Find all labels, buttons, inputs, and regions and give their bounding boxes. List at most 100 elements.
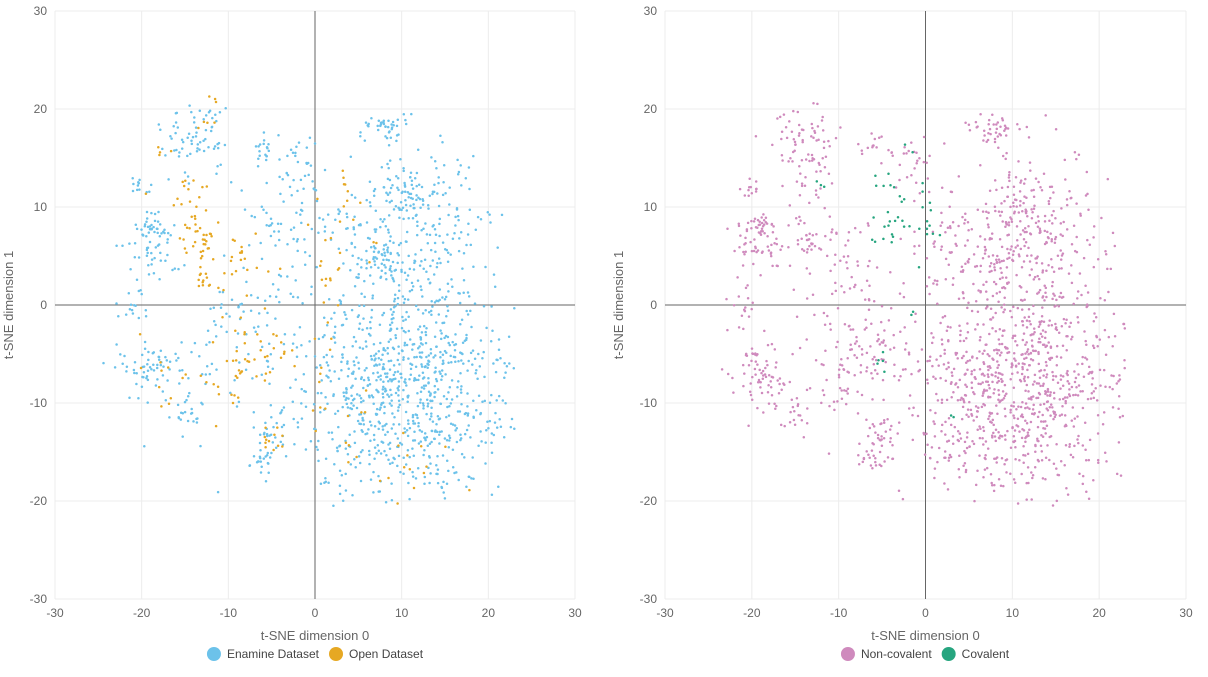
data-point [930, 341, 934, 345]
data-point [1047, 202, 1051, 206]
data-point [964, 383, 967, 387]
data-point [145, 254, 149, 257]
data-point [187, 377, 190, 380]
data-point [154, 246, 158, 249]
data-point [267, 342, 271, 345]
data-point [988, 387, 991, 390]
data-point [754, 352, 757, 355]
data-point [490, 393, 493, 397]
data-point [886, 210, 890, 214]
data-point [445, 482, 449, 486]
legend-label-open[interactable]: Open Dataset [349, 647, 424, 661]
data-point [282, 406, 286, 409]
data-point [161, 374, 165, 377]
legend-marker-open[interactable] [329, 647, 344, 661]
data-point [216, 142, 219, 146]
data-point [871, 398, 874, 401]
data-point [419, 440, 423, 443]
data-point [1123, 366, 1126, 370]
data-point [465, 336, 468, 340]
data-point [421, 203, 425, 206]
data-point [887, 319, 891, 322]
data-point [802, 249, 806, 253]
data-point [137, 181, 140, 184]
data-point [1024, 208, 1027, 211]
data-point [356, 315, 360, 319]
data-point [1003, 394, 1007, 398]
data-point [795, 396, 799, 400]
data-point [976, 245, 980, 248]
data-point [452, 355, 456, 359]
data-point [1068, 388, 1071, 391]
legend-marker-covalent[interactable] [941, 647, 956, 661]
data-point [346, 374, 350, 378]
data-point [925, 232, 929, 236]
data-point [408, 267, 412, 271]
data-point [1059, 387, 1062, 390]
data-point [357, 327, 361, 331]
data-point [135, 188, 139, 192]
data-point [757, 378, 761, 382]
legend-label-noncovalent[interactable]: Non-covalent [861, 647, 932, 661]
data-point [373, 354, 376, 357]
data-point [459, 230, 463, 234]
data-point [897, 489, 901, 492]
data-point [296, 160, 300, 164]
data-point [410, 112, 413, 116]
data-point [490, 493, 494, 496]
data-point [1057, 267, 1061, 270]
data-point [821, 115, 824, 119]
data-point [272, 347, 276, 350]
data-point [981, 372, 985, 376]
data-point [825, 254, 829, 258]
data-point [460, 385, 463, 388]
data-point [185, 226, 189, 229]
data-point [884, 344, 887, 347]
data-point [808, 272, 812, 275]
data-point [495, 399, 498, 402]
data-point [131, 312, 135, 315]
data-point [401, 261, 404, 264]
data-point [944, 230, 947, 234]
data-point [1026, 431, 1030, 434]
data-point [193, 214, 197, 218]
data-point [751, 375, 754, 379]
data-point [880, 435, 883, 438]
data-point [1109, 267, 1113, 271]
legend-label-covalent[interactable]: Covalent [962, 647, 1010, 661]
data-point [281, 445, 284, 448]
data-point [443, 336, 446, 340]
data-point [1081, 482, 1085, 486]
data-point [846, 387, 850, 391]
data-point [797, 222, 800, 226]
data-point [386, 193, 390, 196]
data-point [798, 215, 801, 219]
data-point [217, 286, 220, 290]
legend-marker-noncovalent[interactable] [840, 647, 855, 661]
data-point [876, 362, 879, 365]
data-point [271, 282, 275, 286]
data-point [869, 464, 873, 467]
data-point [743, 372, 746, 375]
x-tick-label: 30 [1179, 606, 1193, 620]
data-point [882, 237, 885, 241]
legend-label-enamine[interactable]: Enamine Dataset [227, 647, 320, 661]
data-point [295, 240, 299, 243]
data-point [365, 262, 369, 265]
data-point [362, 378, 366, 382]
data-point [480, 440, 483, 443]
data-point [281, 434, 284, 437]
data-point [182, 184, 186, 188]
data-point [314, 429, 317, 433]
data-point [776, 264, 779, 268]
legend-marker-enamine[interactable] [206, 647, 221, 661]
data-point [426, 203, 430, 207]
data-point [135, 382, 138, 386]
data-point [984, 454, 987, 457]
data-point [426, 402, 430, 405]
data-point [391, 184, 394, 187]
data-point [247, 352, 250, 356]
data-point [916, 414, 920, 418]
data-point [245, 332, 248, 336]
data-point [360, 266, 363, 269]
